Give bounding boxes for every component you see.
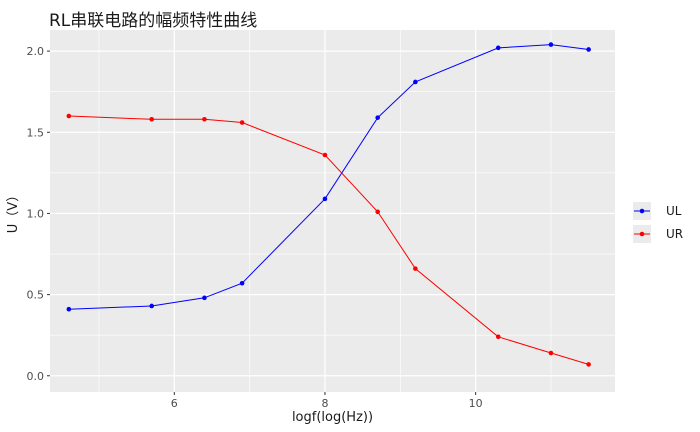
chart-title: RL串联电路的幅频特性曲线	[49, 11, 258, 31]
series-layer	[66, 42, 591, 367]
data-point-ur	[586, 362, 591, 367]
legend: UL UR	[633, 202, 683, 243]
y-axis: 0.0 0.5 1.0 1.5 2.0	[27, 45, 50, 383]
y-tick-label: 2.0	[27, 45, 45, 58]
data-point-ur	[66, 113, 72, 119]
series-line-ur	[68, 115, 589, 365]
data-point-ur	[239, 120, 245, 125]
data-point-ur	[548, 350, 554, 356]
legend-item-ul: UL	[633, 202, 682, 220]
legend-key-point	[639, 208, 645, 214]
data-point-ul	[375, 115, 381, 120]
y-axis-title: U（V）	[6, 189, 21, 233]
data-point-ul	[548, 42, 554, 47]
x-axis-title: logf(log(Hz))	[292, 410, 373, 425]
major-gridlines	[50, 30, 615, 392]
y-tick-label: 1.5	[27, 126, 45, 139]
x-tick-label: 8	[321, 397, 328, 410]
legend-key-point	[639, 231, 645, 237]
data-point-ul	[413, 79, 418, 85]
data-point-ur	[149, 116, 154, 122]
x-axis: 6 8 10	[171, 392, 483, 410]
series-line-ul	[68, 44, 589, 310]
data-point-ul	[202, 295, 207, 301]
plot-panel	[50, 30, 615, 392]
data-point-ur	[495, 334, 501, 340]
y-tick-label: 0.0	[27, 370, 45, 383]
data-point-ur	[322, 152, 328, 158]
data-point-ur	[375, 209, 381, 215]
legend-item-ur: UR	[633, 225, 683, 243]
legend-label: UL	[666, 204, 682, 218]
data-point-ul	[239, 280, 245, 286]
legend-label: UR	[666, 227, 683, 241]
x-tick-label: 6	[171, 397, 178, 410]
data-point-ul	[66, 306, 72, 312]
y-tick-label: 1.0	[27, 207, 45, 220]
x-tick-label: 10	[469, 397, 483, 410]
data-point-ul	[586, 47, 591, 52]
data-point-ul	[149, 303, 154, 309]
data-point-ul	[322, 196, 328, 202]
data-point-ur	[413, 266, 418, 271]
minor-gridlines	[50, 30, 615, 392]
data-point-ur	[202, 116, 207, 122]
y-tick-label: 0.5	[27, 289, 45, 302]
data-point-ul	[495, 45, 501, 51]
